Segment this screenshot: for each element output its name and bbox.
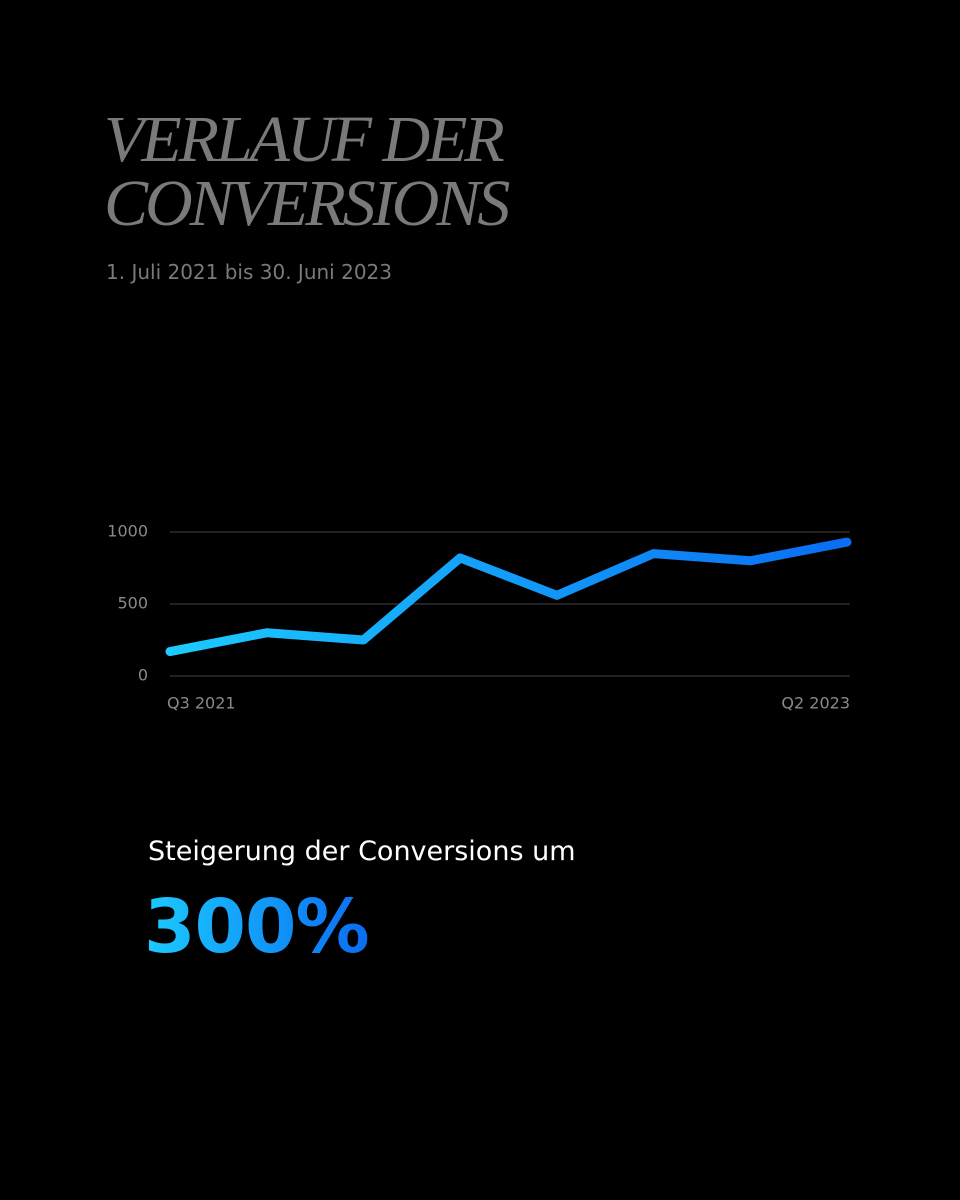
chart: 0 500 1000 Q3 2021 Q2 2023: [107, 522, 852, 713]
chart-title: VERLAUF DER CONVERSIONS: [104, 103, 510, 240]
annotation-highlight: 300%: [144, 884, 370, 970]
line: [165, 537, 852, 657]
chart-subtitle: 1. Juli 2021 bis 30. Juni 2023: [106, 260, 392, 284]
y-tick-label: 0: [138, 666, 148, 685]
x-tick-label: Q3 2021: [167, 694, 236, 713]
y-tick-label: 500: [117, 594, 148, 613]
annotation: Steigerung der Conversions um: [148, 836, 576, 867]
x-tick-label: Q2 2023: [781, 694, 850, 713]
y-tick-label: 1000: [107, 522, 148, 541]
